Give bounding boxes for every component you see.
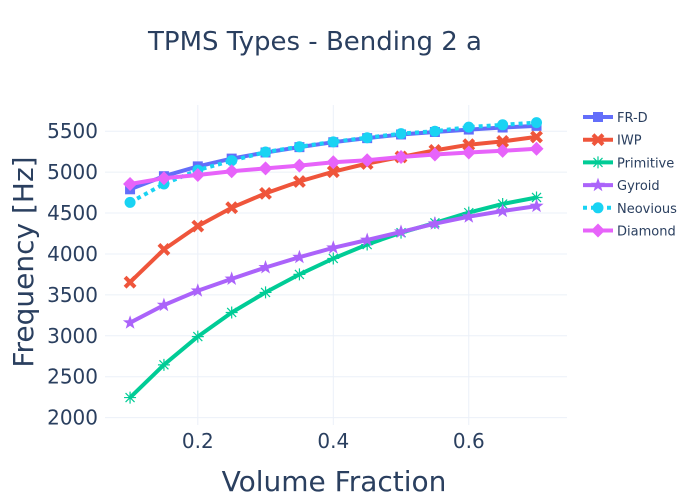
x-axis-title: Volume Fraction <box>222 465 447 498</box>
asterisk-marker <box>225 306 238 319</box>
diamond-marker <box>326 155 341 170</box>
y-tick-label: 5500 <box>47 119 98 143</box>
asterisk-marker <box>293 268 306 281</box>
y-tick-label: 4500 <box>47 201 98 225</box>
asterisk-marker <box>530 191 543 204</box>
legend-label: FR-D <box>617 111 648 126</box>
y-axis-title: Frequency [Hz] <box>7 156 40 367</box>
legend-item-diamond[interactable]: Diamond <box>583 223 676 240</box>
x-marker <box>462 138 476 152</box>
y-tick-label: 2000 <box>47 406 98 430</box>
square-marker <box>593 112 603 122</box>
circle-marker <box>497 119 509 131</box>
diamond-marker <box>427 147 442 162</box>
star-marker <box>427 216 442 230</box>
legend-label: Gyroid <box>617 179 660 194</box>
tick-labels: 0.2 0.4 0.6 2000 2500 3000 3500 4000 4500 5000 550… <box>47 119 485 453</box>
circle-marker <box>361 132 373 144</box>
star-marker <box>258 260 273 274</box>
x-tick-label: 0.4 <box>317 429 349 453</box>
legend: FR-D IWP Primitive Gyroid Neovious Diamond <box>583 111 677 240</box>
diamond-marker <box>258 161 273 176</box>
asterisk-marker <box>259 286 272 299</box>
legend-item-iwp[interactable]: IWP <box>583 133 642 149</box>
star-marker <box>190 283 205 297</box>
legend-label: Primitive <box>617 156 674 171</box>
legend-item-fr-d[interactable]: FR-D <box>583 111 648 126</box>
x-marker <box>123 275 137 289</box>
x-marker <box>191 219 205 233</box>
star-marker <box>122 315 138 329</box>
x-marker <box>157 243 171 256</box>
series-diamond <box>123 141 544 191</box>
star-marker <box>495 203 510 218</box>
asterisk-marker <box>361 238 374 251</box>
diamond-marker <box>461 145 476 160</box>
asterisk-marker <box>592 156 604 169</box>
star-marker <box>590 177 606 192</box>
diamond-marker <box>591 223 605 238</box>
diamond-marker <box>495 143 510 158</box>
star-marker <box>461 209 476 223</box>
circle-marker <box>260 146 272 158</box>
star-marker <box>156 297 172 312</box>
y-tick-label: 3000 <box>47 324 98 348</box>
star-marker <box>292 249 307 264</box>
y-tick-label: 2500 <box>47 365 98 389</box>
y-tick-label: 3500 <box>47 283 98 307</box>
series-gyroid <box>122 198 544 329</box>
star-marker <box>529 198 544 213</box>
y-tick-label: 4000 <box>47 242 98 266</box>
x-tick-label: 0.6 <box>453 429 485 453</box>
circle-marker <box>124 196 136 208</box>
diamond-marker <box>190 167 205 182</box>
circle-marker <box>463 121 475 133</box>
legend-item-neovious[interactable]: Neovious <box>583 202 677 217</box>
diamond-marker <box>394 149 409 164</box>
diamond-marker <box>224 164 239 179</box>
x-tick-label: 0.2 <box>182 429 214 453</box>
x-marker <box>225 201 239 215</box>
y-tick-label: 5000 <box>47 160 98 184</box>
x-marker <box>326 165 340 179</box>
circle-marker <box>592 202 604 214</box>
legend-label: Neovious <box>617 202 677 217</box>
diamond-marker <box>123 176 138 191</box>
legend-label: IWP <box>617 134 642 149</box>
series-layer <box>122 117 544 404</box>
star-marker <box>360 232 375 247</box>
x-marker <box>496 135 510 148</box>
circle-marker <box>531 117 543 129</box>
circle-marker <box>226 155 238 167</box>
x-marker <box>259 186 272 200</box>
diamond-marker <box>156 171 171 186</box>
legend-label: Diamond <box>617 225 676 240</box>
star-marker <box>393 224 409 238</box>
chart-title: TPMS Types - Bending 2 a <box>147 27 482 57</box>
circle-marker <box>327 136 339 148</box>
star-marker <box>224 271 239 285</box>
diamond-marker <box>292 158 307 173</box>
circle-marker <box>395 128 407 140</box>
asterisk-marker <box>124 391 137 404</box>
circle-marker <box>293 141 305 153</box>
asterisk-marker <box>157 358 170 371</box>
diamond-marker <box>360 153 375 168</box>
x-marker <box>591 133 605 147</box>
asterisk-marker <box>327 252 340 265</box>
diamond-marker <box>529 141 544 156</box>
circle-marker <box>429 125 441 137</box>
legend-item-gyroid[interactable]: Gyroid <box>583 177 660 195</box>
star-marker <box>326 240 341 254</box>
legend-item-primitive[interactable]: Primitive <box>583 156 674 171</box>
x-marker <box>293 175 306 188</box>
asterisk-marker <box>191 330 204 343</box>
x-marker <box>530 130 543 144</box>
